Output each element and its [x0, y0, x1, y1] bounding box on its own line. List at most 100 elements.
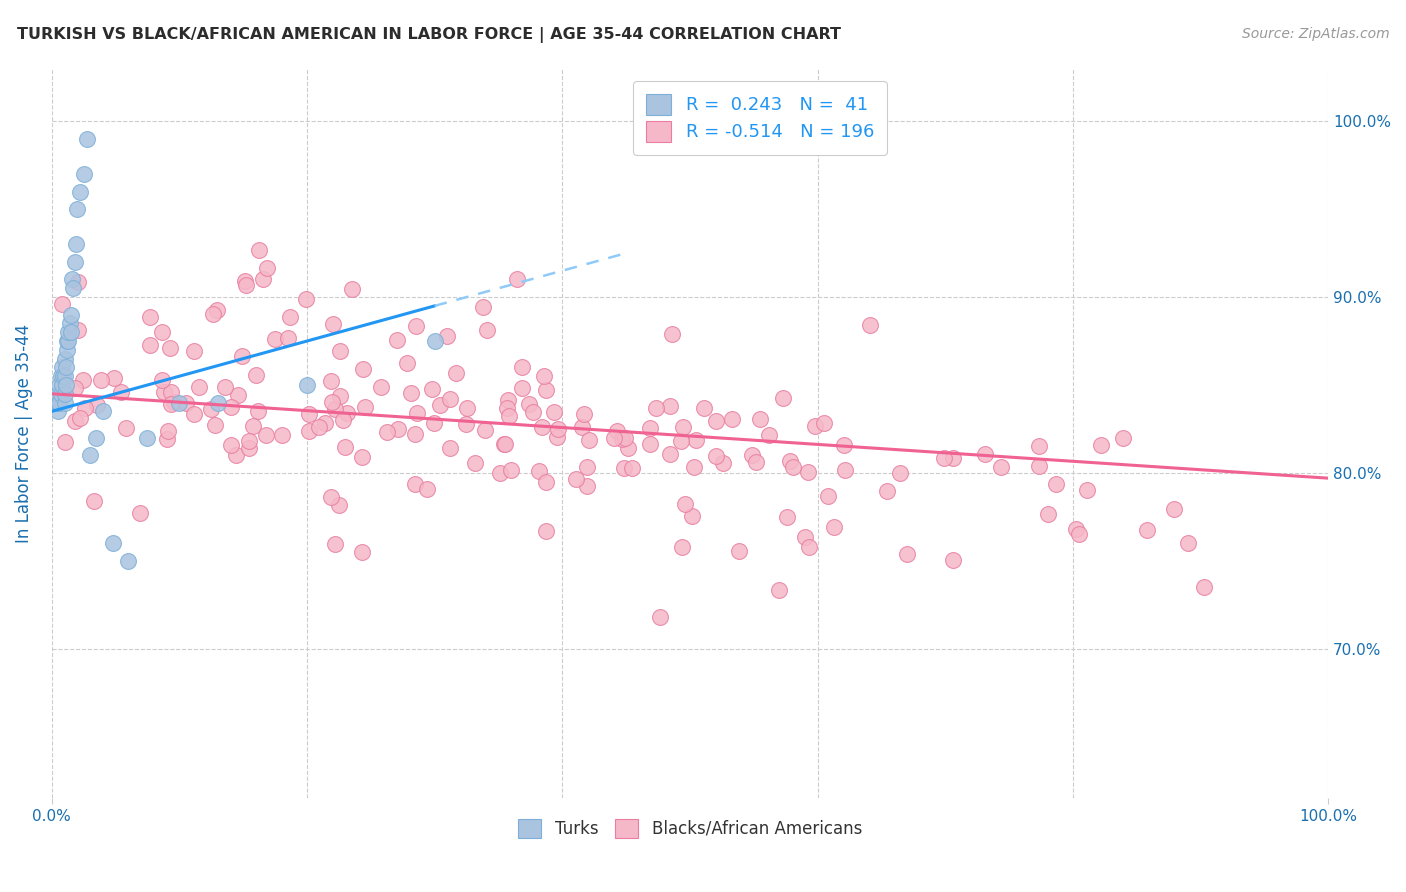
Point	[776, 509, 799, 524]
Point	[58, 325, 80, 339]
Point	[444, 367, 467, 381]
Point	[49, 369, 72, 384]
Point	[488, 467, 510, 481]
Legend: Turks, Blacks/African Americans: Turks, Blacks/African Americans	[512, 812, 869, 845]
Point	[86, 398, 108, 412]
Point	[245, 368, 267, 383]
Point	[252, 272, 274, 286]
Point	[59, 317, 82, 331]
Point	[942, 553, 965, 567]
Point	[254, 427, 277, 442]
Point	[422, 382, 444, 396]
Point	[323, 537, 346, 551]
Point	[48, 395, 70, 409]
Point	[340, 282, 363, 296]
Point	[934, 451, 956, 466]
Point	[658, 447, 681, 461]
Point	[352, 545, 374, 559]
Point	[72, 372, 94, 386]
Point	[67, 275, 90, 289]
Point	[308, 419, 330, 434]
Point	[354, 400, 377, 414]
Point	[896, 547, 918, 561]
Point	[741, 448, 763, 462]
Point	[46, 404, 69, 418]
Point	[329, 343, 352, 358]
Point	[63, 255, 86, 269]
Point	[298, 424, 321, 438]
Point	[90, 373, 112, 387]
Point	[779, 453, 801, 467]
Point	[323, 401, 346, 416]
Point	[138, 338, 160, 352]
Text: Source: ZipAtlas.com: Source: ZipAtlas.com	[1241, 27, 1389, 41]
Point	[685, 434, 707, 448]
Point	[606, 425, 628, 439]
Point	[62, 281, 84, 295]
Point	[270, 427, 292, 442]
Point	[464, 456, 486, 470]
Point	[533, 368, 555, 383]
Point	[682, 459, 704, 474]
Point	[536, 524, 558, 538]
Point	[91, 404, 114, 418]
Point	[163, 395, 186, 409]
Point	[1112, 431, 1135, 445]
Point	[295, 292, 318, 306]
Point	[53, 395, 76, 409]
Point	[335, 440, 357, 454]
Point	[219, 400, 242, 414]
Point	[498, 409, 520, 424]
Point	[387, 422, 409, 436]
Point	[578, 433, 600, 447]
Point	[53, 386, 76, 401]
Point	[704, 414, 727, 428]
Point	[103, 371, 125, 385]
Point	[152, 384, 174, 399]
Point	[617, 442, 640, 456]
Point	[565, 472, 588, 486]
Point	[46, 395, 69, 409]
Point	[510, 381, 533, 395]
Point	[1192, 580, 1215, 594]
Point	[332, 413, 354, 427]
Point	[658, 399, 681, 413]
Point	[298, 407, 321, 421]
Point	[530, 419, 553, 434]
Point	[527, 464, 550, 478]
Point	[295, 378, 318, 392]
Point	[644, 401, 666, 416]
Point	[494, 436, 516, 450]
Point	[404, 477, 426, 491]
Point	[247, 243, 270, 257]
Point	[370, 380, 392, 394]
Point	[536, 383, 558, 397]
Point	[721, 411, 744, 425]
Point	[56, 334, 79, 348]
Point	[522, 405, 544, 419]
Point	[55, 360, 77, 375]
Point	[48, 378, 70, 392]
Point	[53, 435, 76, 450]
Point	[67, 323, 90, 337]
Point	[53, 369, 76, 384]
Point	[834, 463, 856, 477]
Point	[1136, 523, 1159, 537]
Point	[205, 302, 228, 317]
Point	[277, 331, 299, 345]
Point	[693, 401, 716, 415]
Point	[1045, 477, 1067, 491]
Point	[638, 421, 661, 435]
Point	[501, 462, 523, 476]
Point	[1090, 437, 1112, 451]
Point	[377, 425, 399, 439]
Point	[204, 418, 226, 433]
Point	[517, 397, 540, 411]
Point	[782, 459, 804, 474]
Point	[53, 351, 76, 366]
Point	[575, 479, 598, 493]
Point	[352, 450, 374, 465]
Point	[228, 388, 250, 402]
Point	[610, 432, 633, 446]
Point	[439, 392, 461, 407]
